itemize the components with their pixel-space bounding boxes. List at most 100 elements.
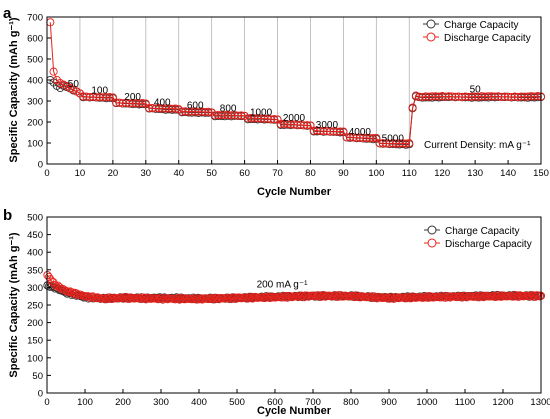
discharge-capacity-point <box>161 293 170 302</box>
panel-b-label: b <box>3 207 12 224</box>
panel-a-frame <box>46 16 542 165</box>
discharge-capacity-point <box>444 92 453 101</box>
x-tick-label: 130 <box>467 168 483 179</box>
panel-a-x-axis-title: Cycle Number <box>257 186 332 198</box>
discharge-capacity-point <box>494 92 503 101</box>
panel-a-annotations: 50 100 200 400 600 800 1000 2000 3000 4000 5000 50 <box>68 79 481 144</box>
discharge-capacity-point <box>310 291 319 300</box>
discharge-capacity-point <box>335 292 344 301</box>
discharge-capacity-point <box>454 92 463 101</box>
discharge-capacity-point <box>523 92 532 101</box>
discharge-capacity-point <box>181 107 190 116</box>
x-tick-label: 80 <box>305 168 316 179</box>
discharge-capacity-point <box>52 282 61 291</box>
discharge-capacity-point <box>187 107 196 116</box>
discharge-capacity-point <box>405 292 414 301</box>
discharge-capacity-point <box>487 92 496 101</box>
x-tick-label: 70 <box>272 168 283 179</box>
discharge-capacity-point <box>453 293 462 302</box>
x-tick-label: 30 <box>141 168 152 179</box>
discharge-capacity-point <box>481 292 490 301</box>
discharge-capacity-point <box>283 120 292 129</box>
discharge-capacity-point <box>205 294 214 303</box>
discharge-capacity-point <box>319 127 328 136</box>
discharge-capacity-point <box>326 127 335 136</box>
discharge-capacity-point <box>319 291 328 300</box>
legend-discharge-marker <box>426 32 436 42</box>
x-tick-label: 700 <box>305 397 321 408</box>
discharge-capacity-point <box>517 92 526 101</box>
x-tick-label: 0 <box>44 168 49 179</box>
discharge-capacity-point <box>262 293 271 302</box>
discharge-capacity-point <box>345 133 355 142</box>
discharge-capacity-point <box>526 292 535 301</box>
discharge-capacity-point <box>115 98 124 107</box>
discharge-capacity-point <box>191 107 200 116</box>
discharge-capacity-point <box>169 294 178 303</box>
discharge-capacity-point <box>421 92 430 101</box>
discharge-capacity-point <box>351 292 360 301</box>
x-tick-label: 40 <box>173 168 184 179</box>
discharge-capacity-point <box>362 133 371 142</box>
y-tick-label: 300 <box>27 97 43 108</box>
y-tick-label: 300 <box>27 283 43 294</box>
discharge-capacity-point <box>220 110 229 119</box>
x-tick-label: 60 <box>239 168 250 179</box>
rate-label: 200 <box>124 92 141 103</box>
discharge-capacity-point <box>137 294 146 303</box>
discharge-capacity-point <box>250 293 259 302</box>
discharge-capacity-point <box>95 92 104 102</box>
discharge-capacity-point <box>309 126 318 135</box>
discharge-capacity-point <box>461 291 470 300</box>
panel-a: a 0 100 200 300 400 500 600 700 0 10 20 30 40 50 60 70… <box>3 5 549 198</box>
discharge-capacity-point <box>437 293 446 302</box>
discharge-capacity-point <box>408 293 417 302</box>
discharge-capacity-point <box>293 120 302 130</box>
discharge-capacity-point <box>257 114 266 123</box>
discharge-capacity-point <box>535 292 544 301</box>
discharge-capacity-point <box>295 292 304 301</box>
y-tick-label: 350 <box>27 265 43 276</box>
discharge-capacity-point <box>101 293 110 302</box>
discharge-capacity-point <box>303 291 312 300</box>
discharge-capacity-point <box>403 293 412 302</box>
panel-a-label: a <box>3 5 12 22</box>
discharge-capacity-point <box>125 294 134 303</box>
x-tick-label: 400 <box>191 397 207 408</box>
discharge-capacity-point <box>253 114 262 123</box>
discharge-capacity-point <box>44 272 53 281</box>
x-tick-label: 800 <box>343 397 359 408</box>
discharge-capacity-point <box>438 92 447 101</box>
x-tick-label: 120 <box>434 168 450 179</box>
discharge-capacity-point <box>286 292 295 301</box>
discharge-capacity-point <box>116 294 125 303</box>
rate-label: 100 <box>91 86 108 97</box>
rate-label: 600 <box>187 100 204 111</box>
discharge-capacity-point <box>85 92 94 102</box>
discharge-capacity-point <box>92 93 101 102</box>
discharge-capacity-point <box>79 92 88 101</box>
discharge-capacity-point <box>138 98 147 108</box>
discharge-capacity-point <box>336 127 345 136</box>
y-tick-label: 700 <box>27 13 43 24</box>
discharge-capacity-point <box>275 292 284 301</box>
panel-a-plot-area <box>46 18 546 149</box>
rate-label: 5000 <box>382 133 405 144</box>
x-tick-label: 0 <box>44 397 49 408</box>
discharge-capacity-point <box>263 114 272 123</box>
y-tick-label: 0 <box>38 160 43 171</box>
discharge-capacity-point <box>400 293 409 302</box>
x-tick-label: 150 <box>533 168 549 179</box>
rate-label: 1000 <box>250 107 273 118</box>
y-tick-label: 250 <box>27 301 43 312</box>
discharge-capacity-point <box>266 293 275 302</box>
discharge-capacity-point <box>513 93 522 102</box>
panel-b-x-axis-title: Cycle Number <box>257 405 332 417</box>
discharge-capacity-point <box>128 99 137 108</box>
discharge-capacity-point <box>388 139 397 148</box>
discharge-capacity-point <box>482 291 491 300</box>
discharge-capacity-point <box>168 104 177 113</box>
discharge-capacity-point <box>356 293 365 302</box>
discharge-capacity-point <box>368 293 377 302</box>
discharge-capacity-point <box>280 119 289 128</box>
